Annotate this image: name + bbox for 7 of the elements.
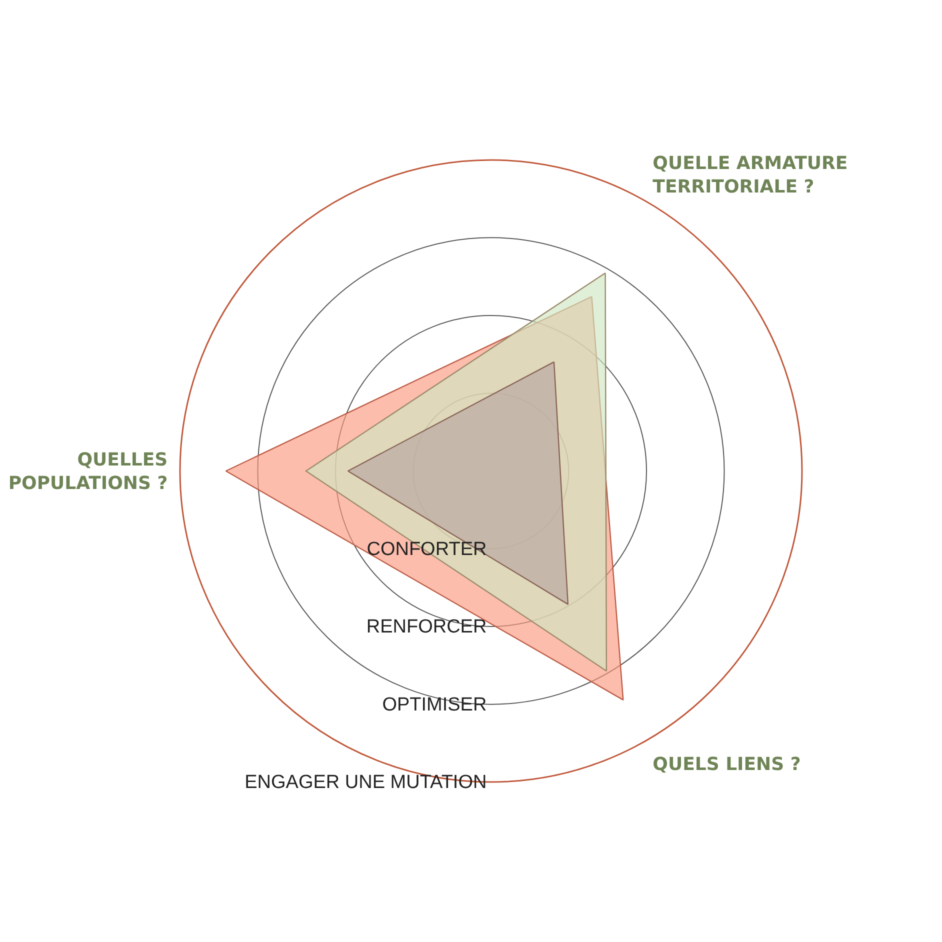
spoke-label: QUELLES POPULATIONS ? xyxy=(8,450,168,494)
y-tick-label: CONFORTER xyxy=(366,538,487,560)
y-tick-label: OPTIMISER xyxy=(382,694,487,716)
y-tick-label: ENGAGER UNE MUTATION xyxy=(244,772,487,794)
spoke-label: QUELS LIENS ? xyxy=(652,754,801,775)
spoke-label: QUELLE ARMATURE TERRITORIALE ? xyxy=(652,153,848,198)
y-tick-label: RENFORCER xyxy=(366,616,487,638)
